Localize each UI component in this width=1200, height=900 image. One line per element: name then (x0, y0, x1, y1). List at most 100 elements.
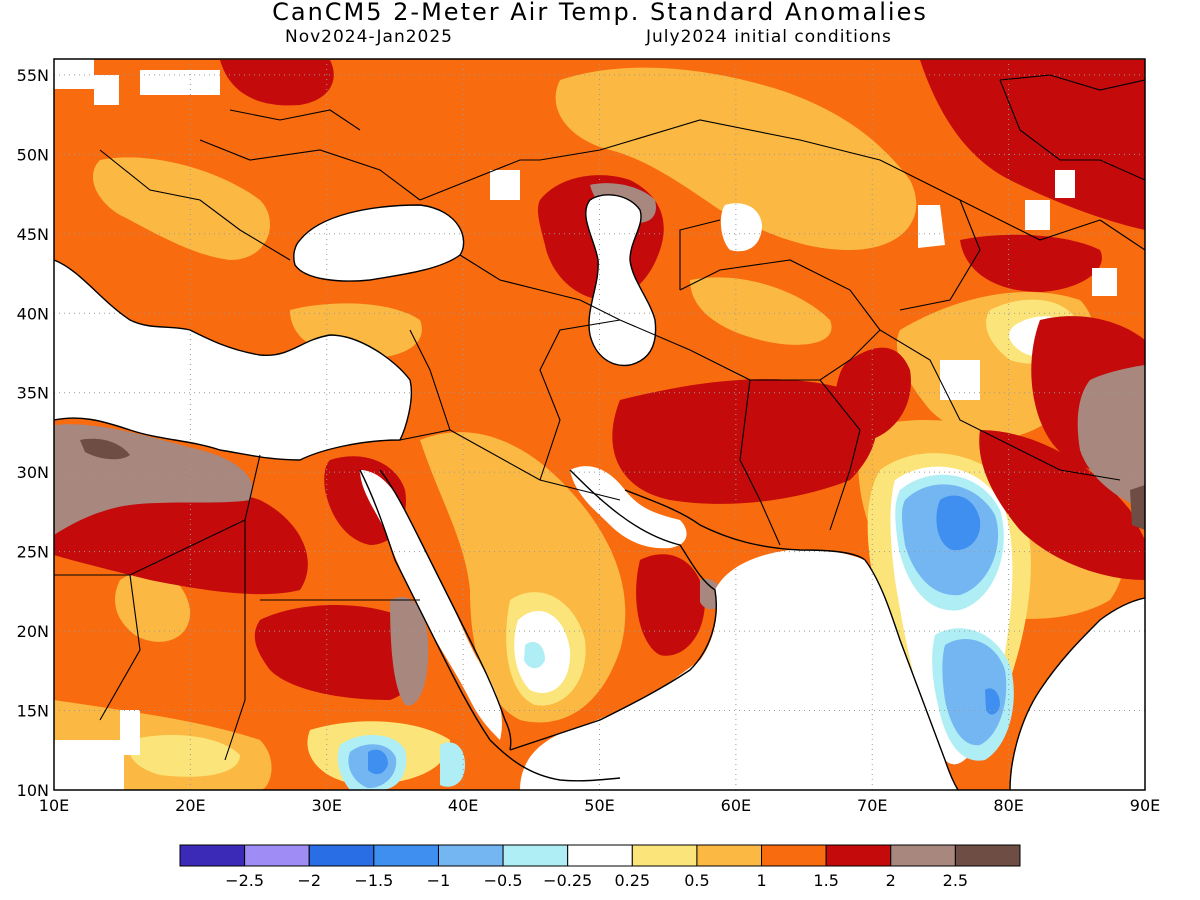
colorbar-label: 1.5 (813, 871, 838, 890)
anomaly-region-yellow (128, 735, 240, 777)
lon-tick-label: 10E (39, 796, 69, 815)
border (679, 219, 721, 290)
colorbar-label: 0.5 (684, 871, 709, 890)
missing-cell (54, 740, 124, 790)
border (399, 429, 621, 501)
black-sea-coast (293, 204, 465, 282)
missing-cell (94, 75, 119, 105)
missing-cell (1092, 268, 1117, 296)
lon-tick-label: 60E (721, 796, 751, 815)
arabian-sea (520, 549, 958, 790)
colorbar-label: −1.5 (354, 871, 393, 890)
anomaly-region-light-orange (92, 157, 270, 260)
missing-cell (1025, 200, 1050, 230)
lon-tick-label: 20E (175, 796, 205, 815)
border (99, 574, 141, 721)
colorbar-swatch (954, 844, 1021, 867)
border (409, 329, 451, 431)
anomaly-region-pale-cyan (440, 742, 465, 787)
border (54, 454, 261, 576)
persian-gulf (570, 466, 687, 549)
colorbar-swatch (437, 844, 504, 867)
lon-tick-label: 90E (1130, 796, 1160, 815)
anomaly-field (54, 59, 1145, 790)
anomaly-region-dark-brown (1130, 485, 1145, 530)
missing-cell (140, 70, 220, 95)
mediterranean-sea (54, 260, 412, 460)
bay-of-bengal (1010, 598, 1145, 790)
lat-tick-label: 15N (17, 702, 49, 721)
lat-tick-label: 10N (17, 781, 49, 800)
border (199, 139, 421, 201)
border (999, 79, 1145, 181)
water-bodies (54, 59, 1145, 790)
colorbar-label: −0.25 (543, 871, 592, 890)
border (459, 254, 621, 321)
lon-tick-label: 70E (857, 796, 887, 815)
colorbar-label: 2.5 (943, 871, 968, 890)
lat-tick-label: 50N (17, 145, 49, 164)
colorbar-label: −2.5 (225, 871, 264, 890)
colorbar-swatch (631, 844, 698, 867)
initial-conditions: July2024 initial conditions (646, 27, 892, 47)
political-borders (54, 74, 1145, 761)
anomaly-region-blue (936, 495, 981, 551)
colorbar-swatch (761, 844, 827, 867)
anomaly-region-red (612, 379, 877, 504)
border (539, 119, 1101, 241)
missing-cell (120, 710, 140, 755)
india-west-coast (864, 559, 959, 790)
colorbar-swatch (696, 844, 763, 867)
colorbar-swatch (244, 844, 310, 867)
border (899, 199, 981, 311)
lon-tick-label: 50E (584, 796, 614, 815)
anomaly-region-red (920, 60, 1145, 230)
mediterranean-coast (54, 259, 412, 461)
arabian-coast (509, 469, 717, 751)
border (99, 149, 291, 261)
colorbar-label: −2 (297, 871, 321, 890)
iran-coast (624, 489, 866, 561)
border (224, 520, 246, 761)
lake-balkhash (918, 205, 945, 248)
border (539, 319, 621, 481)
anomaly-region-red (979, 430, 1145, 580)
anomaly-region-red (254, 605, 421, 700)
anomaly-region-brown (80, 438, 130, 460)
border (999, 74, 1145, 91)
latitude-labels: 10N 15N 20N 25N 30N 35N 40N 45N 50N 55N (17, 66, 49, 800)
lat-tick-label: 55N (17, 66, 49, 85)
border (819, 379, 861, 531)
colorbar-swatch (308, 844, 375, 867)
anomaly-region-brown (1077, 365, 1145, 510)
graticule (54, 59, 1145, 790)
anomaly-region-red (636, 554, 705, 656)
aral-sea (720, 203, 762, 252)
anomaly-region-brown (390, 596, 429, 706)
lat-tick-label: 30N (17, 463, 49, 482)
colorbar-label: −0.5 (484, 871, 523, 890)
map-title: CanCM5 2-Meter Air Temp. Standard Anomal… (272, 0, 928, 26)
lat-tick-label: 20N (17, 622, 49, 641)
red-sea (360, 470, 502, 740)
anomaly-region-red (220, 60, 334, 106)
lat-tick-label: 45N (17, 225, 49, 244)
anomaly-region-red (960, 234, 1102, 292)
anomaly-region-blue (985, 688, 1000, 715)
lat-tick-label: 40N (17, 304, 49, 323)
coastlines (54, 194, 1145, 790)
anomaly-region-light-orange (115, 571, 191, 642)
border (229, 109, 361, 131)
lon-tick-label: 80E (993, 796, 1023, 815)
longitude-labels: 10E 20E 30E 40E 50E 60E 70E 80E 90E (39, 796, 1160, 815)
lon-tick-label: 40E (448, 796, 478, 815)
anomaly-region-light-orange (555, 67, 917, 250)
red-sea-coast-west (359, 469, 491, 741)
colorbar-swatch (373, 844, 439, 867)
colorbar-label: −1 (427, 871, 451, 890)
colorbar-swatch (825, 844, 892, 867)
colorbar-swatch (890, 844, 956, 867)
forecast-period: Nov2024-Jan2025 (285, 27, 453, 47)
border (679, 259, 881, 331)
colorbar-swatch (179, 844, 246, 867)
